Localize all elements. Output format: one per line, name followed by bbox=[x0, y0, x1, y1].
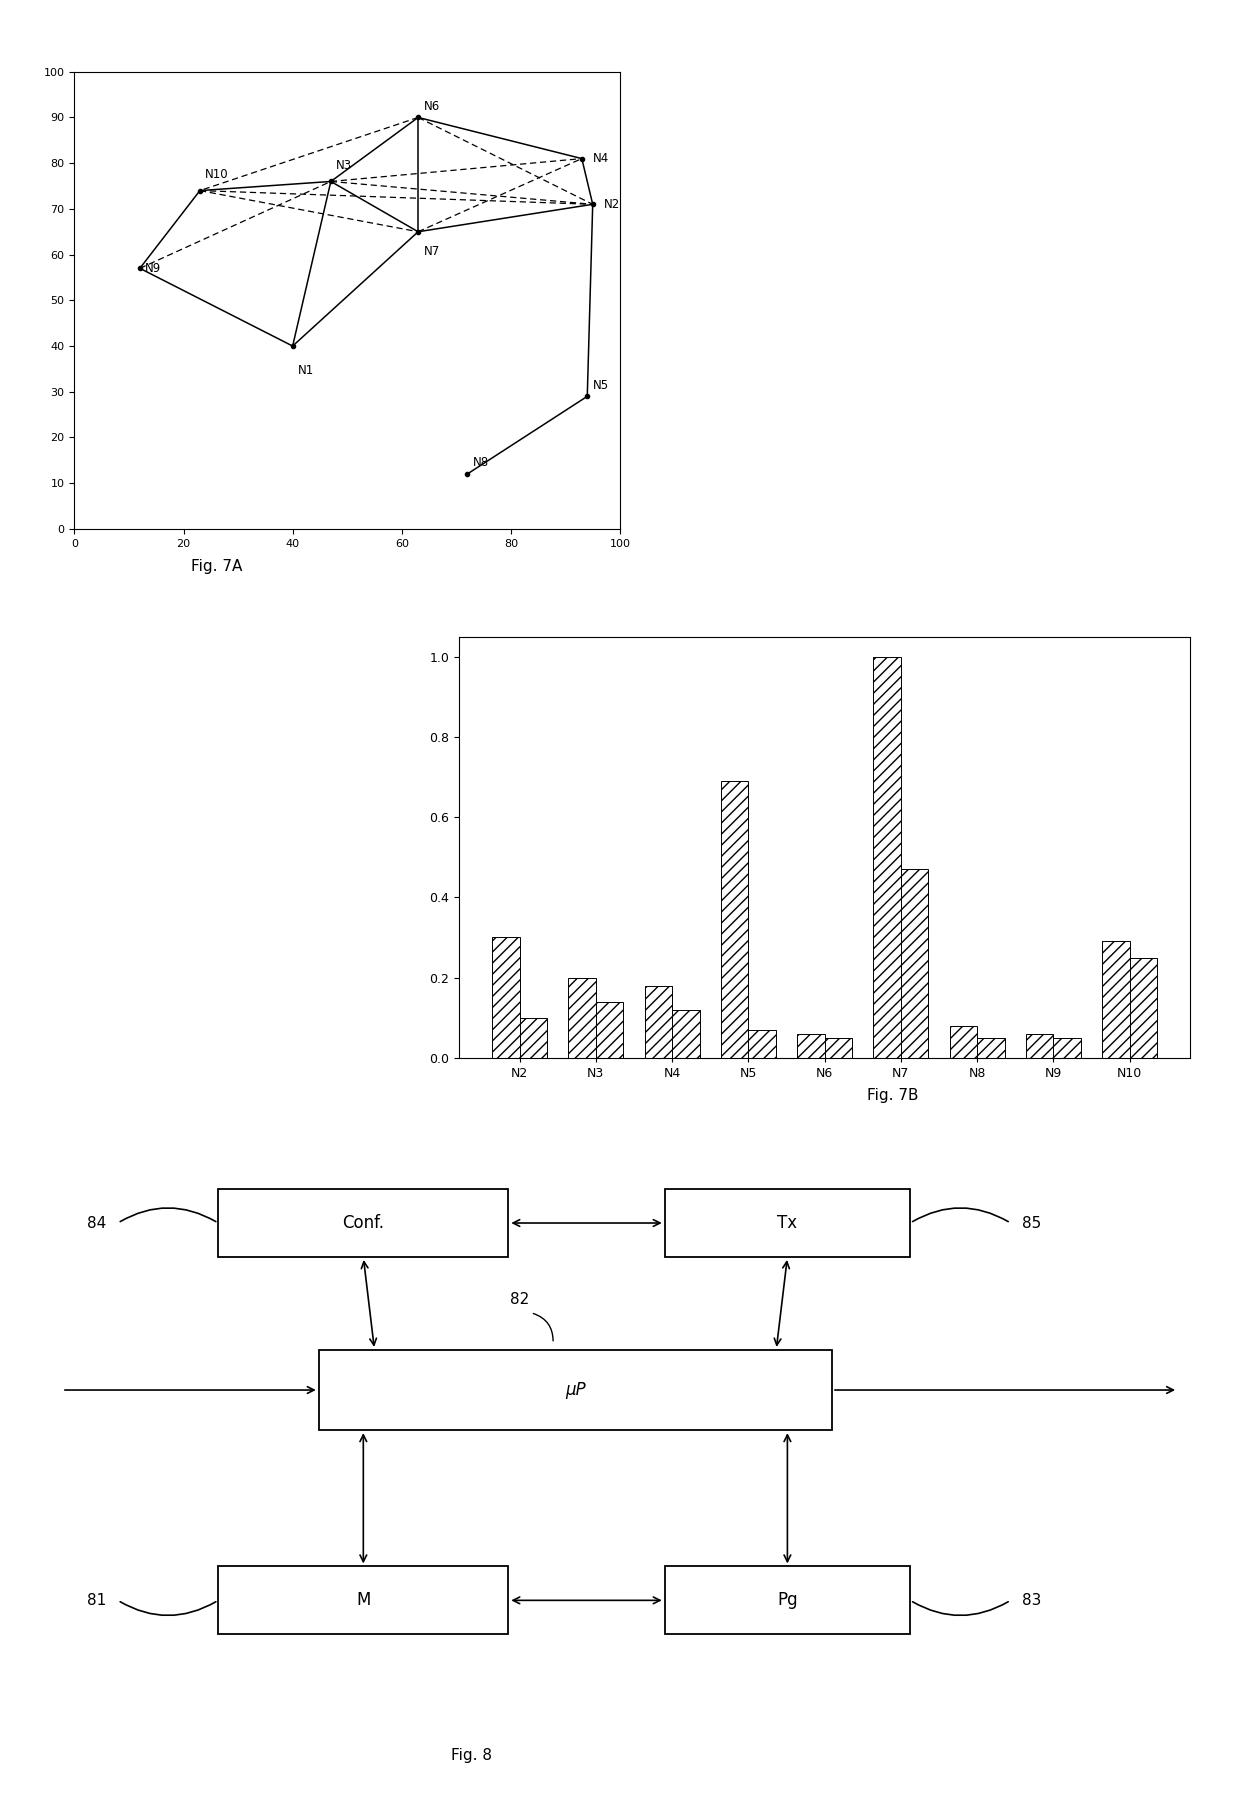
Text: N7: N7 bbox=[424, 246, 440, 258]
Bar bbox=[645, 986, 672, 1058]
Bar bbox=[901, 870, 929, 1058]
Bar bbox=[672, 1009, 699, 1058]
Text: N2: N2 bbox=[604, 197, 620, 212]
Bar bbox=[319, 1350, 832, 1431]
Bar bbox=[748, 1029, 776, 1058]
Bar bbox=[218, 1189, 508, 1257]
Text: N6: N6 bbox=[424, 100, 440, 113]
Bar bbox=[1054, 1038, 1081, 1058]
Text: Fig. 7A: Fig. 7A bbox=[191, 559, 243, 574]
Bar bbox=[1102, 941, 1130, 1058]
Text: N1: N1 bbox=[298, 364, 315, 377]
Bar bbox=[825, 1038, 852, 1058]
Bar bbox=[873, 656, 901, 1058]
Text: Tx: Tx bbox=[777, 1214, 797, 1232]
Text: 84: 84 bbox=[87, 1216, 107, 1230]
Text: N8: N8 bbox=[472, 457, 489, 470]
Bar bbox=[520, 1018, 547, 1058]
Text: 82: 82 bbox=[510, 1291, 529, 1307]
Bar bbox=[720, 782, 748, 1058]
Text: Fig. 8: Fig. 8 bbox=[450, 1748, 492, 1763]
Text: 85: 85 bbox=[1022, 1216, 1042, 1230]
Bar bbox=[568, 977, 595, 1058]
Text: μP: μP bbox=[565, 1381, 585, 1399]
Bar bbox=[665, 1189, 910, 1257]
Text: 81: 81 bbox=[87, 1592, 107, 1608]
Bar bbox=[1130, 957, 1157, 1058]
Text: Conf.: Conf. bbox=[342, 1214, 384, 1232]
Text: Fig. 7B: Fig. 7B bbox=[867, 1088, 919, 1103]
Text: N10: N10 bbox=[206, 169, 229, 181]
Bar bbox=[218, 1567, 508, 1635]
Bar bbox=[977, 1038, 1004, 1058]
Text: 83: 83 bbox=[1022, 1592, 1042, 1608]
Text: N4: N4 bbox=[593, 152, 609, 165]
Text: M: M bbox=[356, 1592, 371, 1610]
Text: Pg: Pg bbox=[777, 1592, 797, 1610]
Text: N9: N9 bbox=[145, 262, 161, 274]
Text: N5: N5 bbox=[593, 378, 609, 393]
Bar bbox=[595, 1002, 624, 1058]
Bar bbox=[665, 1567, 910, 1635]
Bar bbox=[797, 1035, 825, 1058]
Text: N3: N3 bbox=[336, 160, 352, 172]
Bar bbox=[950, 1026, 977, 1058]
Bar bbox=[1025, 1035, 1054, 1058]
Bar bbox=[492, 938, 520, 1058]
